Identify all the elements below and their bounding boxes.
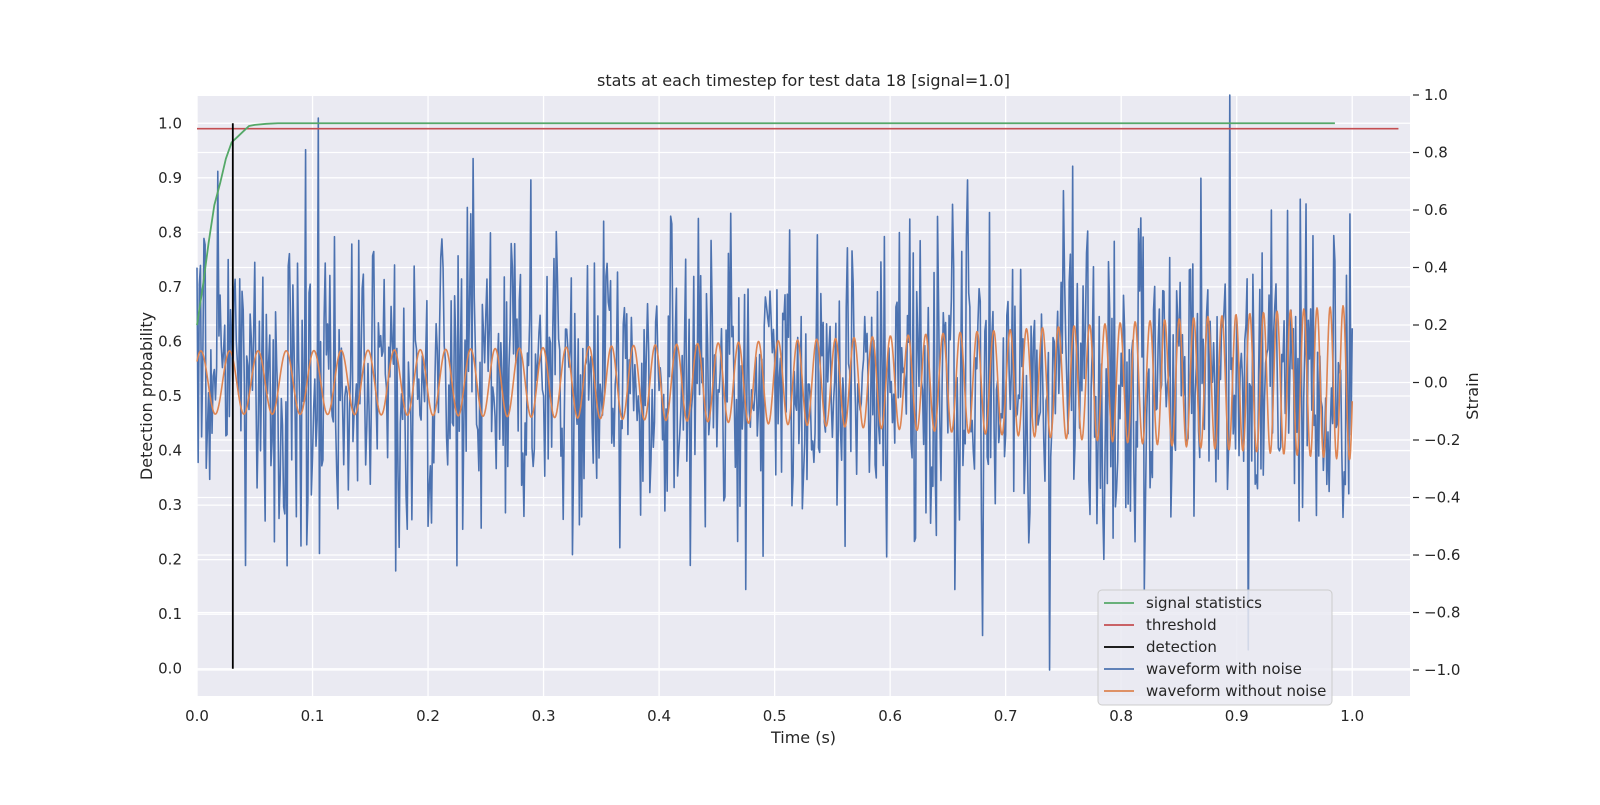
series-waveform-without-noise: [196, 304, 1354, 461]
right-tick-label: −0.2: [1424, 431, 1460, 449]
x-tick-label: 0.9: [1225, 707, 1249, 725]
right-axis-label: Strain: [1463, 372, 1482, 419]
x-tick-label: 0.4: [647, 707, 671, 725]
right-tick-label: −1.0: [1424, 661, 1460, 679]
right-tick-label: 0.4: [1424, 259, 1448, 277]
legend-label: waveform with noise: [1146, 660, 1302, 678]
y-tick-label: 0.1: [158, 605, 182, 623]
right-tick-label: 0.2: [1424, 316, 1448, 334]
series-signal-statistics: [196, 122, 1335, 326]
legend-label: threshold: [1146, 616, 1217, 634]
x-tick-label: 0.2: [416, 707, 440, 725]
x-axis-ticks: 0.0 0.1 0.2 0.3 0.4 0.5 0.6 0.7 0.8 0.9 1.0: [185, 707, 1364, 725]
right-tick-label: −0.4: [1424, 489, 1460, 507]
x-axis-label: Time (s): [770, 728, 836, 747]
y-tick-label: 0.3: [158, 496, 182, 514]
right-tick-label: 0.8: [1424, 144, 1448, 162]
legend-label: detection: [1146, 638, 1217, 656]
y-tick-label: 0.4: [158, 442, 182, 460]
y-tick-label: 1.0: [158, 114, 182, 132]
x-tick-label: 0.7: [994, 707, 1018, 725]
y-tick-label: 0.2: [158, 551, 182, 569]
y-tick-label: 0.6: [158, 332, 182, 350]
x-tick-label: 1.0: [1340, 707, 1364, 725]
right-tick-label: 0.0: [1424, 374, 1448, 392]
y-tick-label: 0.8: [158, 223, 182, 241]
legend-box: [1097, 589, 1333, 706]
y-tick-label: 0.5: [158, 387, 182, 405]
x-tick-label: 0.0: [185, 707, 209, 725]
y-tick-label: 0.0: [158, 660, 182, 678]
legend: signal statistics threshold detection wavef…: [1097, 589, 1333, 706]
y-axis-label: Detection probability: [137, 312, 156, 480]
right-tick-label: 0.6: [1424, 201, 1448, 219]
y-tick-label: 0.7: [158, 278, 182, 296]
x-tick-label: 0.6: [878, 707, 902, 725]
right-tick-label: −0.6: [1424, 546, 1460, 564]
chart-title: stats at each timestep for test data 18 …: [597, 71, 1010, 90]
y-axis-ticks: 0.0 0.1 0.2 0.3 0.4 0.5 0.6 0.7 0.8 0.9 1.0: [158, 114, 182, 677]
right-tick-label: 1.0: [1424, 86, 1448, 104]
series-layer: [196, 94, 1399, 671]
x-tick-label: 0.5: [763, 707, 787, 725]
x-tick-label: 0.3: [532, 707, 556, 725]
right-tick-label: −0.8: [1424, 604, 1460, 622]
legend-label: signal statistics: [1146, 594, 1262, 612]
y-tick-label: 0.9: [158, 169, 182, 187]
x-tick-label: 0.8: [1109, 707, 1133, 725]
legend-label: waveform without noise: [1146, 682, 1326, 700]
x-tick-label: 0.1: [301, 707, 325, 725]
right-axis-ticks: −1.0 −0.8 −0.6 −0.4 −0.2 0.0 0.2 0.4 0.6 0.8 1.0: [1413, 86, 1460, 679]
